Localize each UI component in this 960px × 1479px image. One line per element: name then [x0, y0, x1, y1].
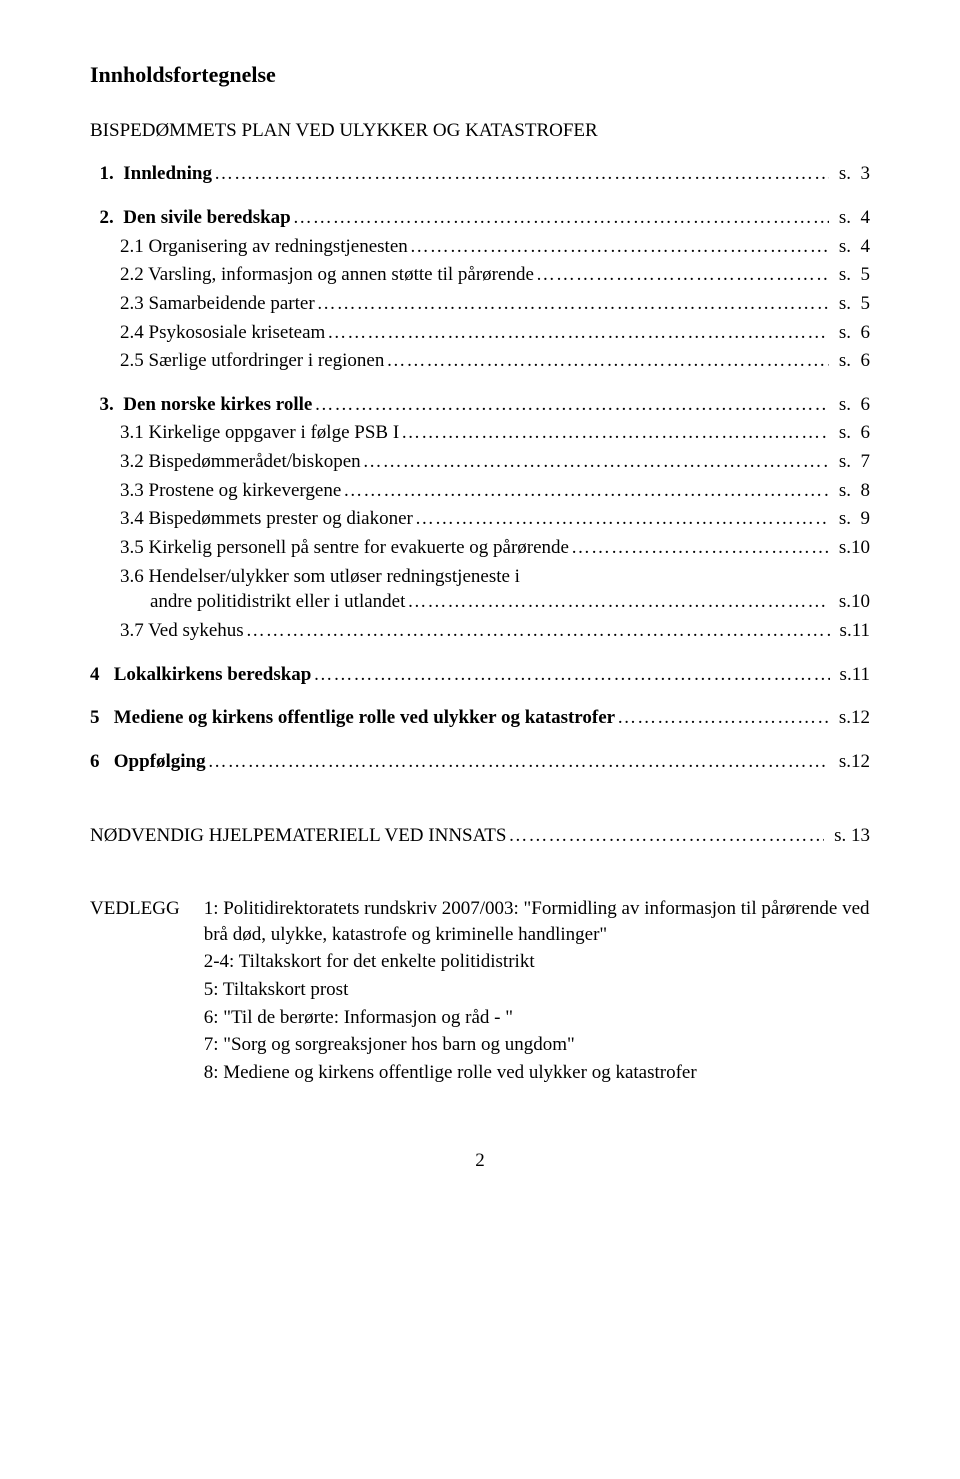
- toc-page: s. 3: [831, 161, 870, 187]
- toc-dots: [508, 823, 824, 849]
- toc-item-3-6-line1: 3.6 Hendelser/ulykker som utløser rednin…: [90, 564, 870, 590]
- toc-item-5: 5 Mediene og kirkens offentlige rolle ve…: [90, 705, 870, 731]
- toc-label: 6 Oppfølging: [90, 749, 206, 775]
- toc-item-3-1: 3.1 Kirkelige oppgaver i følge PSB I s. …: [90, 420, 870, 446]
- toc-label: 3.7 Ved sykehus: [120, 618, 244, 644]
- toc-label: 2. Den sivile beredskap: [90, 205, 291, 231]
- toc-page: s. 5: [831, 291, 870, 317]
- toc-dots: [246, 618, 830, 644]
- toc-dots: [617, 705, 829, 731]
- toc-dots: [401, 420, 829, 446]
- toc-item-2-1: 2.1 Organisering av redningstjenesten s.…: [90, 234, 870, 260]
- toc-page: s.10: [831, 535, 870, 561]
- toc-page: s. 13: [826, 823, 870, 849]
- toc-label: 3.4 Bispedømmets prester og diakoner: [120, 506, 413, 532]
- toc-page: s. 9: [831, 506, 870, 532]
- toc-item-3-6-line2: andre politidistrikt eller i utlandet s.…: [90, 589, 870, 615]
- toc-label: 2.2 Varsling, informasjon og annen støtt…: [120, 262, 534, 288]
- toc-dots: [293, 205, 829, 231]
- toc-page: s. 6: [831, 320, 870, 346]
- toc-dots: [363, 449, 829, 475]
- toc-page: s. 5: [831, 262, 870, 288]
- toc-page: s. 6: [831, 392, 870, 418]
- toc-item-3: 3. Den norske kirkes rolle s. 6: [90, 392, 870, 418]
- vedlegg-item: 2-4: Tiltakskort for det enkelte politid…: [204, 949, 870, 975]
- toc-item-3-7: 3.7 Ved sykehus s.11: [90, 618, 870, 644]
- vedlegg-section: VEDLEGG 1: Politidirektoratets rundskriv…: [90, 896, 870, 1087]
- toc-label: NØDVENDIG HJELPEMATERIELL VED INNSATS: [90, 823, 506, 849]
- toc-label: 3.6 Hendelser/ulykker som utløser rednin…: [120, 566, 520, 587]
- toc-page: s. 7: [831, 449, 870, 475]
- toc-page: s. 8: [831, 478, 870, 504]
- toc-label: 2.4 Psykososiale kriseteam: [120, 320, 325, 346]
- vedlegg-item: 7: "Sorg og sorgreaksjoner hos barn og u…: [204, 1032, 870, 1058]
- vedlegg-item: 8: Mediene og kirkens offentlige rolle v…: [204, 1060, 870, 1086]
- toc-label: 1. Innledning: [90, 161, 212, 187]
- toc-dots: [314, 392, 828, 418]
- toc-item-2-2: 2.2 Varsling, informasjon og annen støtt…: [90, 262, 870, 288]
- toc-dots: [343, 478, 829, 504]
- toc-dots: [214, 161, 829, 187]
- toc-label: 5 Mediene og kirkens offentlige rolle ve…: [90, 705, 615, 731]
- toc-item-4: 4 Lokalkirkens beredskap s.11: [90, 662, 870, 688]
- toc-dots: [536, 262, 829, 288]
- toc-label: 2.5 Særlige utfordringer i regionen: [120, 348, 384, 374]
- toc-page: s.12: [831, 749, 870, 775]
- toc-item-2-4: 2.4 Psykososiale kriseteam s. 6: [90, 320, 870, 346]
- toc-page: s. 6: [831, 348, 870, 374]
- toc-item-3-5: 3.5 Kirkelig personell på sentre for eva…: [90, 535, 870, 561]
- toc-label: 4 Lokalkirkens beredskap: [90, 662, 311, 688]
- toc-item-2-3: 2.3 Samarbeidende parter s. 5: [90, 291, 870, 317]
- toc-label: 3.2 Bispedømmerådet/biskopen: [120, 449, 361, 475]
- toc-page: s.10: [831, 589, 870, 615]
- toc-item-1: 1. Innledning s. 3: [90, 161, 870, 187]
- toc-page: s. 6: [831, 420, 870, 446]
- toc-label: 2.1 Organisering av redningstjenesten: [120, 234, 408, 260]
- toc-page: s.11: [832, 662, 870, 688]
- toc-item-2-5: 2.5 Særlige utfordringer i regionen s. 6: [90, 348, 870, 374]
- toc-label: 3. Den norske kirkes rolle: [90, 392, 312, 418]
- toc-page: s.11: [832, 618, 870, 644]
- toc-item-2: 2. Den sivile beredskap s. 4: [90, 205, 870, 231]
- toc-page: s. 4: [831, 234, 870, 260]
- toc-dots: [415, 506, 829, 532]
- toc-dots: [571, 535, 829, 561]
- toc-dots: [313, 662, 829, 688]
- toc-label: 3.3 Prostene og kirkevergene: [120, 478, 341, 504]
- toc-label: 2.3 Samarbeidende parter: [120, 291, 315, 317]
- toc-page: s.12: [831, 705, 870, 731]
- toc-dots: [407, 589, 828, 615]
- toc-dots: [386, 348, 828, 374]
- toc-item-3-4: 3.4 Bispedømmets prester og diakoner s. …: [90, 506, 870, 532]
- toc-item-3-2: 3.2 Bispedømmerådet/biskopen s. 7: [90, 449, 870, 475]
- toc-label: 3.5 Kirkelig personell på sentre for eva…: [120, 535, 569, 561]
- vedlegg-item: 1: Politidirektoratets rundskriv 2007/00…: [204, 896, 870, 947]
- page-title: Innholdsfortegnelse: [90, 60, 870, 90]
- toc-item-6: 6 Oppfølging s.12: [90, 749, 870, 775]
- toc-dots: [410, 234, 829, 260]
- toc-dots: [327, 320, 829, 346]
- vedlegg-label: VEDLEGG: [90, 896, 204, 1087]
- toc-label: 3.1 Kirkelige oppgaver i følge PSB I: [120, 420, 399, 446]
- toc-dots: [208, 749, 829, 775]
- toc-item-3-3: 3.3 Prostene og kirkevergene s. 8: [90, 478, 870, 504]
- toc-page: s. 4: [831, 205, 870, 231]
- vedlegg-item: 5: Tiltakskort prost: [204, 977, 870, 1003]
- page-number: 2: [90, 1148, 870, 1174]
- section-header-main: BISPEDØMMETS PLAN VED ULYKKER OG KATASTR…: [90, 118, 870, 144]
- vedlegg-content: 1: Politidirektoratets rundskriv 2007/00…: [204, 896, 870, 1087]
- toc-label: andre politidistrikt eller i utlandet: [150, 589, 405, 615]
- toc-item-materiell: NØDVENDIG HJELPEMATERIELL VED INNSATS s.…: [90, 823, 870, 849]
- vedlegg-item: 6: "Til de berørte: Informasjon og råd -…: [204, 1005, 870, 1031]
- toc-dots: [317, 291, 829, 317]
